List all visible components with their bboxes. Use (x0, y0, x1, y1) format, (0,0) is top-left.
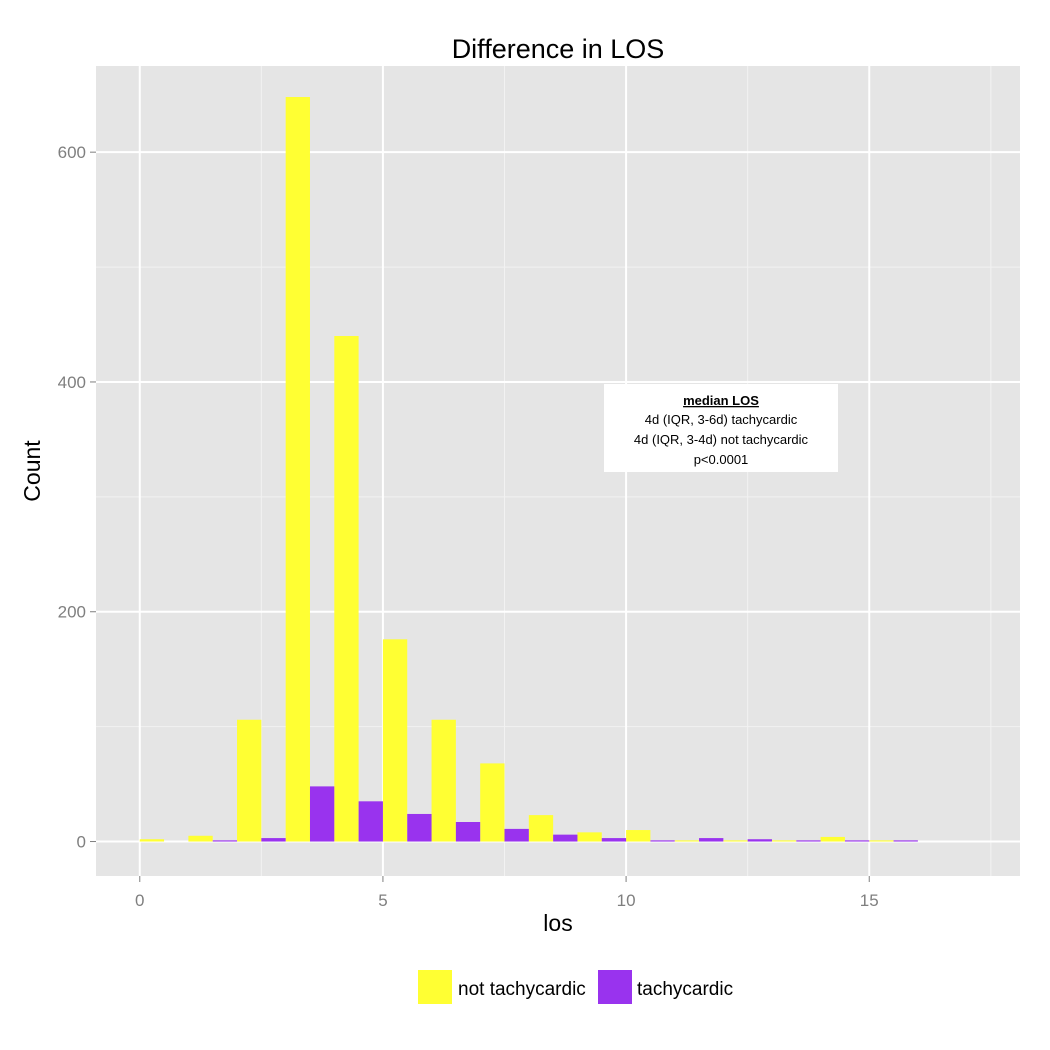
bar-not-tachycardic (869, 840, 894, 842)
bar-not-tachycardic (285, 97, 310, 842)
legend: not tachycardic tachycardic (418, 970, 733, 1004)
y-tick-label: 400 (58, 373, 86, 392)
x-tick-label: 15 (860, 891, 879, 910)
bar-not-tachycardic (139, 839, 165, 842)
annotation-title: median LOS (683, 393, 759, 408)
annotation-line-1: 4d (IQR, 3-6d) tachycardic (645, 412, 798, 427)
bar-not-tachycardic (188, 835, 213, 842)
bar-tachycardic (844, 840, 870, 842)
legend-label-tachycardic: tachycardic (637, 979, 733, 1000)
bar-tachycardic (212, 840, 238, 842)
annotation-background (604, 384, 838, 472)
bar-not-tachycardic (431, 719, 456, 842)
bar-tachycardic (309, 786, 335, 842)
bar-not-tachycardic (771, 840, 797, 842)
bar-not-tachycardic (723, 840, 748, 842)
x-tick-label: 10 (617, 891, 636, 910)
bar-tachycardic (650, 840, 675, 842)
bar-tachycardic (553, 834, 578, 842)
y-tick-label: 0 (77, 833, 86, 852)
bar-not-tachycardic (528, 815, 554, 842)
bar-not-tachycardic (626, 830, 651, 842)
bar-not-tachycardic (674, 840, 700, 842)
bar-not-tachycardic (382, 639, 408, 842)
legend-key-tachycardic (598, 970, 632, 1004)
bar-tachycardic (261, 838, 286, 842)
x-tick-label: 5 (378, 891, 387, 910)
bar-tachycardic (893, 840, 918, 842)
legend-label-not-tachycardic: not tachycardic (458, 979, 586, 1000)
bar-not-tachycardic (334, 336, 359, 842)
bar-tachycardic (601, 838, 627, 842)
bar-tachycardic (796, 840, 821, 842)
bar-tachycardic (747, 839, 772, 842)
bar-tachycardic (455, 822, 481, 842)
plot-panel (96, 66, 1020, 876)
y-axis: 0 200 400 600 (58, 143, 96, 852)
y-tick-label: 200 (58, 603, 86, 622)
legend-key-not-tachycardic (418, 970, 452, 1004)
x-axis-title: los (543, 910, 572, 936)
bar-tachycardic (504, 828, 529, 842)
annotation-box: median LOS 4d (IQR, 3-6d) tachycardic 4d… (604, 384, 838, 472)
x-axis: 0 5 10 15 (135, 876, 879, 910)
bar-tachycardic (407, 813, 432, 842)
bar-tachycardic (699, 838, 724, 842)
bar-not-tachycardic (820, 836, 845, 842)
bar-not-tachycardic (237, 719, 262, 842)
bar-not-tachycardic (577, 832, 602, 842)
annotation-line-2: 4d (IQR, 3-4d) not tachycardic (634, 432, 809, 447)
x-tick-label: 0 (135, 891, 144, 910)
bar-not-tachycardic (480, 763, 505, 842)
y-tick-label: 600 (58, 143, 86, 162)
y-axis-title: Count (19, 440, 45, 502)
chart-title: Difference in LOS (452, 34, 665, 64)
bars (139, 97, 918, 842)
bar-tachycardic (358, 801, 383, 842)
annotation-line-3: p<0.0001 (694, 452, 749, 467)
